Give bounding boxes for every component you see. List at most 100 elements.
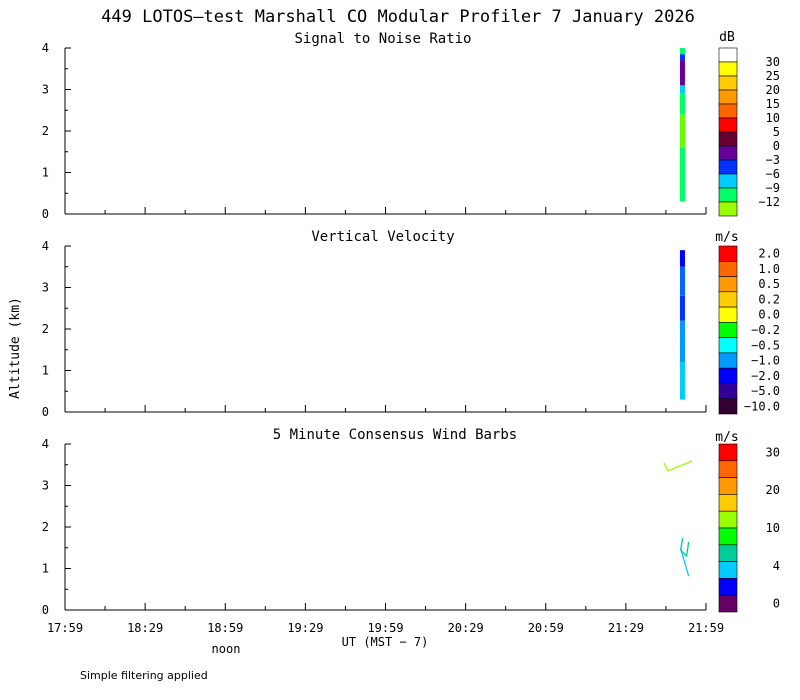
y-tick-label: 1 xyxy=(42,364,49,378)
data-column-segment xyxy=(679,172,685,202)
colorbar-cell xyxy=(718,561,738,579)
colorbar-cell xyxy=(718,383,738,400)
colorbar-label: 10 xyxy=(766,111,780,125)
data-column-segment xyxy=(679,93,685,115)
colorbar-cell xyxy=(718,61,738,77)
data-column-segment xyxy=(679,85,685,94)
colorbar-cell xyxy=(718,578,738,596)
colorbar-label: −3 xyxy=(766,153,780,167)
colorbar-label: −9 xyxy=(766,181,780,195)
colorbar-cell xyxy=(718,173,738,189)
x-tick-label: 21:59 xyxy=(688,621,724,635)
colorbar-cell xyxy=(718,443,738,462)
y-axis-label: Altitude (km) xyxy=(8,297,23,399)
colorbar-label: 30 xyxy=(766,445,780,459)
data-column-segment xyxy=(679,147,685,173)
colorbar-cell xyxy=(718,352,738,369)
colorbar-cell xyxy=(718,594,738,613)
colorbar-label: 10 xyxy=(766,521,780,535)
y-tick-label: 2 xyxy=(42,520,49,534)
colorbar-label: 20 xyxy=(766,83,780,97)
x-tick-label: 21:29 xyxy=(608,621,644,635)
colorbar-cell xyxy=(718,367,738,384)
wind-barb xyxy=(663,460,693,472)
colorbar-cell xyxy=(718,291,738,308)
colorbar-cell xyxy=(718,131,738,147)
data-column-segment xyxy=(679,114,685,148)
colorbar-label: 0 xyxy=(773,597,780,611)
colorbar-cell xyxy=(718,75,738,91)
colorbar-cell xyxy=(718,245,738,262)
wind-unit-label: m/s xyxy=(715,430,738,445)
colorbar-cell xyxy=(718,306,738,323)
y-tick-label: 3 xyxy=(42,281,49,295)
data-column-segment xyxy=(679,250,685,267)
y-tick-label: 2 xyxy=(42,124,49,138)
colorbar-label: 2.0 xyxy=(758,247,780,261)
x-axis-label: UT (MST − 7) xyxy=(342,635,429,649)
colorbar-label: 0 xyxy=(773,139,780,153)
colorbar-cell xyxy=(718,201,738,217)
colorbar-label: −5.0 xyxy=(751,384,780,398)
colorbar-label: 4 xyxy=(773,559,780,573)
colorbar-cell xyxy=(718,322,738,338)
colorbar-label: −1.0 xyxy=(751,354,780,368)
colorbar-cell xyxy=(718,527,738,546)
data-column-segment xyxy=(679,362,685,400)
colorbar-cell xyxy=(718,494,738,512)
colorbar-label: 0.2 xyxy=(758,292,780,306)
x-tick-label: 20:59 xyxy=(528,621,564,635)
panels: 01234302520151050−3−6−9−12012342.01.00.5… xyxy=(42,41,780,635)
colorbar-cell xyxy=(718,477,738,495)
wind-barb xyxy=(679,537,690,558)
y-tick-label: 1 xyxy=(42,166,49,180)
filter-footnote: Simple filtering applied xyxy=(80,669,208,682)
wind-barb xyxy=(680,548,690,577)
data-column-segment xyxy=(679,320,685,363)
colorbar-label: −0.2 xyxy=(751,323,780,337)
y-tick-label: 1 xyxy=(42,562,49,576)
colorbar-label: 20 xyxy=(766,483,780,497)
colorbar-cell xyxy=(718,276,738,293)
vv-unit-label: m/s xyxy=(715,230,738,245)
x-tick-label: 18:29 xyxy=(127,621,163,635)
data-column-segment xyxy=(679,295,685,321)
colorbar-label: 15 xyxy=(766,97,780,111)
colorbar-cell xyxy=(718,117,738,133)
colorbar-cell xyxy=(718,47,738,63)
data-column-segment xyxy=(679,48,685,55)
colorbar-label: −6 xyxy=(766,167,780,181)
y-tick-label: 4 xyxy=(42,239,49,253)
colorbar-label: −12 xyxy=(758,195,780,209)
panel-2: 0 1 2 3 4 30 20 10 4 0 xyxy=(42,437,780,617)
colorbar-cell xyxy=(718,103,738,119)
snr-unit-label: dB xyxy=(719,30,735,45)
colorbar-cell xyxy=(718,159,738,175)
colorbar-label: −2.0 xyxy=(751,369,780,383)
colorbar-cell xyxy=(718,460,738,478)
y-tick-label: 3 xyxy=(42,479,49,493)
colorbar-cell xyxy=(718,187,738,203)
colorbar-label: 0.5 xyxy=(758,277,780,291)
colorbar-cell xyxy=(718,89,738,105)
colorbar-cell xyxy=(718,398,738,415)
y-tick-label: 0 xyxy=(42,405,49,419)
figure-title: 449 LOTOS—test Marshall CO Modular Profi… xyxy=(101,7,695,27)
data-column-segment xyxy=(679,54,685,61)
colorbar-cell xyxy=(718,544,738,562)
x-tick-label: 17:59 xyxy=(47,621,83,635)
snr-panel-title: Signal to Noise Ratio xyxy=(294,31,471,47)
x-tick-label: 18:59 xyxy=(207,621,243,635)
colorbar-cell xyxy=(718,145,738,161)
noon-label: noon xyxy=(212,642,241,656)
colorbar-label: 0.0 xyxy=(758,308,780,322)
y-tick-label: 4 xyxy=(42,41,49,55)
colorbar-cell xyxy=(718,260,738,277)
colorbar-cell xyxy=(718,337,738,354)
wind-panel-title: 5 Minute Consensus Wind Barbs xyxy=(273,427,517,443)
data-column-segment xyxy=(679,60,685,86)
colorbar-label: 1.0 xyxy=(758,262,780,276)
x-tick-label: 20:29 xyxy=(448,621,484,635)
